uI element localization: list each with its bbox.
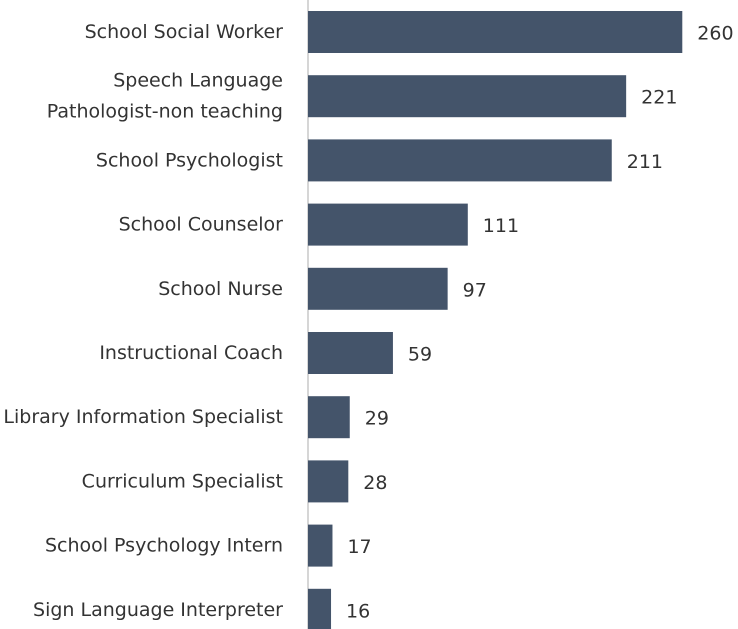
bar <box>308 524 333 567</box>
bar <box>308 267 448 310</box>
bar <box>308 11 683 53</box>
y-tick-label: Speech Language Pathologist-non teaching <box>47 69 283 122</box>
data-label: 59 <box>408 344 432 366</box>
data-label: 221 <box>641 87 677 109</box>
data-label: 111 <box>483 215 519 237</box>
y-tick-label: School Psychology Intern <box>45 534 283 556</box>
y-tick-label: Curriculum Specialist <box>82 470 283 492</box>
bar <box>308 588 332 629</box>
y-tick-label: School Psychologist <box>96 149 283 171</box>
y-tick-label: School Counselor <box>119 213 284 235</box>
y-tick-label: Sign Language Interpreter <box>33 598 283 620</box>
bar <box>308 75 627 118</box>
y-tick-label: Library Information Specialist <box>3 406 283 428</box>
data-label: 17 <box>347 536 371 558</box>
y-tick-label: Instructional Coach <box>99 342 283 364</box>
data-label: 211 <box>627 151 663 173</box>
bar <box>308 203 468 246</box>
data-label: 29 <box>365 408 389 430</box>
data-label: 260 <box>697 23 733 45</box>
data-label: 28 <box>363 472 387 494</box>
data-label: 97 <box>463 279 487 301</box>
bar <box>308 139 612 182</box>
bar <box>308 332 393 374</box>
bar <box>308 396 350 439</box>
y-tick-label: School Nurse <box>158 277 283 299</box>
y-tick-label: School Social Worker <box>85 21 284 43</box>
bar <box>308 460 349 503</box>
data-label: 16 <box>346 600 370 622</box>
